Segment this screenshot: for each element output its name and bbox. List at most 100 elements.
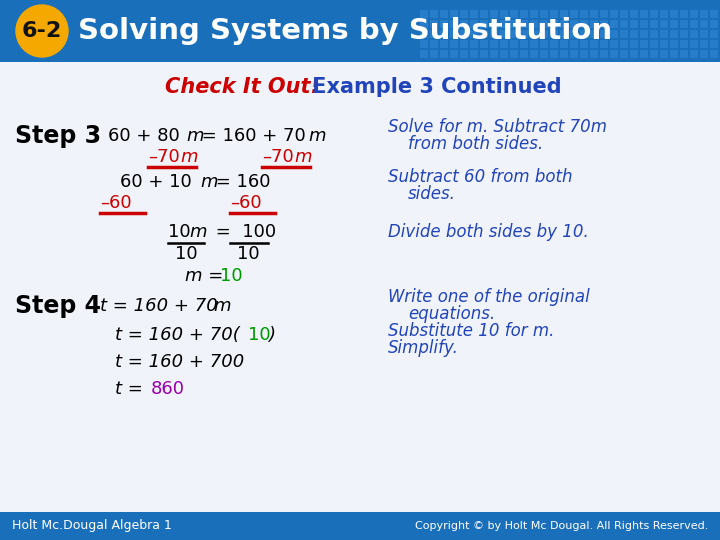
FancyBboxPatch shape xyxy=(520,50,528,58)
FancyBboxPatch shape xyxy=(580,10,588,18)
FancyBboxPatch shape xyxy=(560,30,568,38)
FancyBboxPatch shape xyxy=(470,30,478,38)
FancyBboxPatch shape xyxy=(570,50,578,58)
FancyBboxPatch shape xyxy=(530,20,538,28)
FancyBboxPatch shape xyxy=(550,40,558,48)
FancyBboxPatch shape xyxy=(470,50,478,58)
Text: Divide both sides by 10.: Divide both sides by 10. xyxy=(388,223,589,241)
FancyBboxPatch shape xyxy=(560,10,568,18)
FancyBboxPatch shape xyxy=(440,20,448,28)
FancyBboxPatch shape xyxy=(520,20,528,28)
FancyBboxPatch shape xyxy=(690,40,698,48)
FancyBboxPatch shape xyxy=(640,50,648,58)
FancyBboxPatch shape xyxy=(680,20,688,28)
FancyBboxPatch shape xyxy=(570,40,578,48)
FancyBboxPatch shape xyxy=(600,10,608,18)
FancyBboxPatch shape xyxy=(570,20,578,28)
FancyBboxPatch shape xyxy=(450,20,458,28)
FancyBboxPatch shape xyxy=(710,10,718,18)
FancyBboxPatch shape xyxy=(490,20,498,28)
Text: Solving Systems by Substitution: Solving Systems by Substitution xyxy=(78,17,612,45)
Text: = 160 + 70: = 160 + 70 xyxy=(196,127,306,145)
FancyBboxPatch shape xyxy=(420,20,428,28)
FancyBboxPatch shape xyxy=(430,40,438,48)
FancyBboxPatch shape xyxy=(540,30,548,38)
Text: m: m xyxy=(186,127,204,145)
FancyBboxPatch shape xyxy=(630,20,638,28)
FancyBboxPatch shape xyxy=(670,10,678,18)
FancyBboxPatch shape xyxy=(430,20,438,28)
FancyBboxPatch shape xyxy=(660,20,668,28)
FancyBboxPatch shape xyxy=(540,40,548,48)
FancyBboxPatch shape xyxy=(580,20,588,28)
FancyBboxPatch shape xyxy=(620,30,628,38)
FancyBboxPatch shape xyxy=(580,30,588,38)
Text: m =: m = xyxy=(185,267,229,285)
FancyBboxPatch shape xyxy=(700,40,708,48)
FancyBboxPatch shape xyxy=(540,20,548,28)
Text: 10: 10 xyxy=(237,245,260,263)
FancyBboxPatch shape xyxy=(600,30,608,38)
FancyBboxPatch shape xyxy=(650,10,658,18)
FancyBboxPatch shape xyxy=(700,10,708,18)
FancyBboxPatch shape xyxy=(420,10,428,18)
FancyBboxPatch shape xyxy=(600,40,608,48)
FancyBboxPatch shape xyxy=(430,30,438,38)
FancyBboxPatch shape xyxy=(510,50,518,58)
FancyBboxPatch shape xyxy=(0,512,720,540)
FancyBboxPatch shape xyxy=(500,10,508,18)
FancyBboxPatch shape xyxy=(530,30,538,38)
FancyBboxPatch shape xyxy=(650,40,658,48)
FancyBboxPatch shape xyxy=(570,30,578,38)
Text: sides.: sides. xyxy=(408,185,456,203)
FancyBboxPatch shape xyxy=(480,30,488,38)
FancyBboxPatch shape xyxy=(460,40,468,48)
FancyBboxPatch shape xyxy=(500,20,508,28)
Text: 60 + 80: 60 + 80 xyxy=(108,127,180,145)
FancyBboxPatch shape xyxy=(480,10,488,18)
Text: ): ) xyxy=(268,326,275,344)
FancyBboxPatch shape xyxy=(450,30,458,38)
FancyBboxPatch shape xyxy=(440,30,448,38)
FancyBboxPatch shape xyxy=(560,40,568,48)
FancyBboxPatch shape xyxy=(700,20,708,28)
FancyBboxPatch shape xyxy=(490,50,498,58)
FancyBboxPatch shape xyxy=(630,50,638,58)
Text: –60: –60 xyxy=(100,194,132,212)
FancyBboxPatch shape xyxy=(480,40,488,48)
FancyBboxPatch shape xyxy=(610,20,618,28)
FancyBboxPatch shape xyxy=(620,10,628,18)
Text: t = 160 + 70(: t = 160 + 70( xyxy=(115,326,240,344)
FancyBboxPatch shape xyxy=(600,20,608,28)
FancyBboxPatch shape xyxy=(440,50,448,58)
FancyBboxPatch shape xyxy=(490,10,498,18)
FancyBboxPatch shape xyxy=(580,40,588,48)
FancyBboxPatch shape xyxy=(710,40,718,48)
Text: Write one of the original: Write one of the original xyxy=(388,288,590,306)
FancyBboxPatch shape xyxy=(680,10,688,18)
FancyBboxPatch shape xyxy=(630,10,638,18)
FancyBboxPatch shape xyxy=(510,10,518,18)
FancyBboxPatch shape xyxy=(690,50,698,58)
FancyBboxPatch shape xyxy=(630,40,638,48)
Text: =  100: = 100 xyxy=(210,223,276,241)
Text: m: m xyxy=(180,148,197,166)
FancyBboxPatch shape xyxy=(710,30,718,38)
FancyBboxPatch shape xyxy=(420,40,428,48)
FancyBboxPatch shape xyxy=(500,40,508,48)
Text: 60 + 10: 60 + 10 xyxy=(120,173,192,191)
FancyBboxPatch shape xyxy=(630,30,638,38)
FancyBboxPatch shape xyxy=(580,50,588,58)
FancyBboxPatch shape xyxy=(440,10,448,18)
FancyBboxPatch shape xyxy=(610,30,618,38)
FancyBboxPatch shape xyxy=(660,30,668,38)
FancyBboxPatch shape xyxy=(510,30,518,38)
FancyBboxPatch shape xyxy=(0,0,720,62)
FancyBboxPatch shape xyxy=(460,30,468,38)
FancyBboxPatch shape xyxy=(620,20,628,28)
Text: Step 3: Step 3 xyxy=(15,124,101,148)
FancyBboxPatch shape xyxy=(520,40,528,48)
FancyBboxPatch shape xyxy=(560,20,568,28)
FancyBboxPatch shape xyxy=(620,50,628,58)
FancyBboxPatch shape xyxy=(650,30,658,38)
